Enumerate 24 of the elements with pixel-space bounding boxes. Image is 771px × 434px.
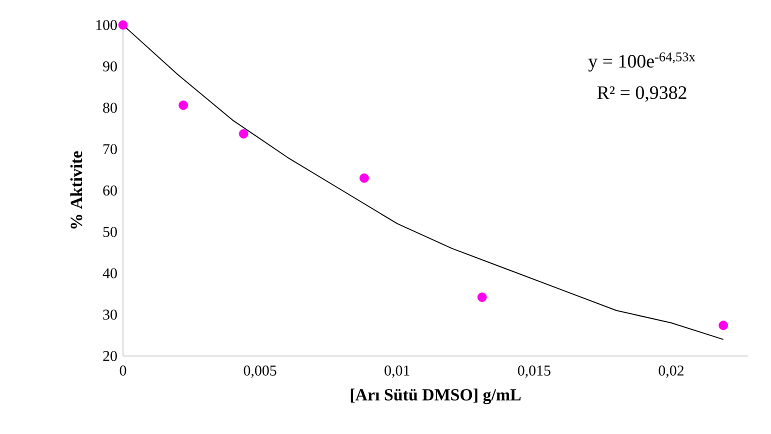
x-tick-label: 0,01 [384, 366, 410, 378]
x-axis-title: [Arı Sütü DMSO] g/mL [350, 388, 521, 404]
annotation: R² = 0,9382 [597, 86, 686, 102]
y-tick-label: 50 [103, 226, 117, 237]
y-tick-label: 90 [103, 61, 117, 72]
point [718, 320, 728, 330]
y-tick-label: 70 [104, 144, 117, 154]
x-tick-label: 0,02 [658, 366, 684, 378]
x-tick-label: 0 [120, 366, 126, 376]
y-tick-label: 30 [103, 310, 117, 320]
x-tick-label: 0,005 [244, 366, 276, 378]
point [238, 129, 248, 139]
annotation: y = 100e$^{-64,53x}$ [588, 52, 696, 72]
y-tick-label: 60 [103, 185, 117, 196]
point [118, 20, 128, 30]
y-tick-label: 80 [103, 102, 117, 113]
y-tick-label: 20 [103, 350, 117, 362]
point [360, 173, 369, 183]
y-tick-label: 40 [102, 268, 117, 278]
y-axis-title: % Aktivite [70, 151, 82, 229]
point [178, 100, 188, 110]
y-tick-label: 100 [96, 20, 117, 30]
point [477, 292, 487, 302]
x-tick-label: 0,015 [518, 366, 550, 378]
